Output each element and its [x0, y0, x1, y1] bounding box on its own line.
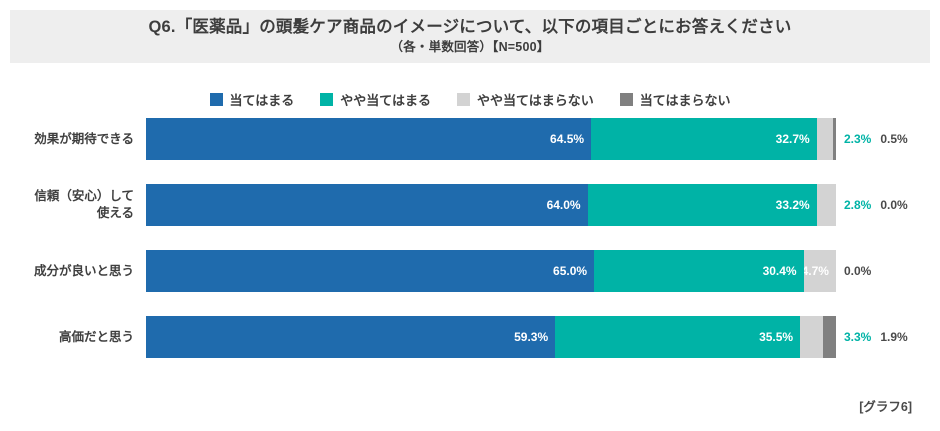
bar-segment-value: 59.3% [514, 330, 549, 344]
bar-segment: 64.5% [146, 118, 592, 160]
bar-segment [822, 316, 836, 358]
legend-label: 当てはまらない [639, 93, 731, 108]
legend-label: やや当てはまらない [477, 93, 594, 108]
bar-segment-value: 32.7% [775, 132, 810, 146]
page-subtitle: （各・単数回答）【N=500】 [390, 40, 550, 55]
bar-outside-value: 0.0% [880, 198, 908, 212]
bar-segment: 59.3% [146, 316, 556, 358]
legend-swatch-icon [320, 93, 334, 106]
bar-segment-value: 64.0% [546, 198, 581, 212]
outside-value-labels: 2.8% 0.0% [844, 184, 917, 226]
legend-item[interactable]: 当てはまる [209, 90, 295, 109]
bar-segment-value: 65.0% [553, 264, 588, 278]
stacked-bar: 65.0% 30.4% 4.7% [146, 250, 836, 292]
bar-row-label: 信頼（安心）して 使える [34, 189, 134, 220]
bar-row: 効果が期待できる 64.5% 32.7% 2.3% 0.5% [0, 118, 940, 160]
legend-item[interactable]: やや当てはまる [320, 90, 431, 109]
legend-swatch-icon [209, 93, 223, 106]
bar-segment [816, 184, 836, 226]
bar-segment: 65.0% [146, 250, 595, 292]
bar-segment: 30.4% [594, 250, 804, 292]
bar-row-label: 成分が良いと思う [33, 263, 134, 278]
bar-segment [800, 316, 823, 358]
bar-row-label: 高価だと思う [58, 329, 134, 344]
outside-value-labels: 2.3% 0.5% [844, 118, 917, 160]
chart-legend: 当てはまる やや当てはまる やや当てはまらない 当てはまらない [0, 90, 940, 109]
bar-outside-value: 1.9% [880, 330, 908, 344]
bar-segment: 33.2% [587, 184, 817, 226]
bar-segment-value: 64.5% [550, 132, 585, 146]
bar-row: 成分が良いと思う 65.0% 30.4% 4.7% 0.0% [0, 250, 940, 292]
outside-value-labels: 0.0% [844, 250, 880, 292]
bar-segment [832, 118, 836, 160]
bar-segment: 32.7% [591, 118, 817, 160]
bar-segment-value: 35.5% [759, 330, 794, 344]
legend-item[interactable]: 当てはまらない [619, 90, 731, 109]
bar-row: 高価だと思う 59.3% 35.5% 3.3% 1.9% [0, 316, 940, 358]
legend-label: 当てはまる [229, 93, 295, 108]
stacked-bar: 64.5% 32.7% [146, 118, 836, 160]
stacked-bar: 59.3% 35.5% [146, 316, 836, 358]
bar-outside-value: 0.5% [880, 132, 908, 146]
legend-swatch-icon [619, 93, 633, 106]
bar-outside-value: 0.0% [844, 264, 872, 278]
bar-row: 信頼（安心）して 使える 64.0% 33.2% 2.8% 0.0% [0, 184, 940, 226]
bar-outside-value: 2.8% [844, 198, 872, 212]
legend-label: やや当てはまる [340, 93, 431, 108]
outside-value-labels: 3.3% 1.9% [844, 316, 917, 358]
bar-segment [816, 118, 833, 160]
legend-item[interactable]: やや当てはまらない [457, 90, 594, 109]
bar-segment-value: 33.2% [775, 198, 810, 212]
legend-swatch-icon [457, 93, 470, 106]
chart-plot-area: 効果が期待できる 64.5% 32.7% 2.3% 0.5% 信頼（安心）して 使える 64… [0, 118, 940, 382]
bar-segment: 35.5% [555, 316, 801, 358]
figure-tag: [グラフ6] [859, 400, 912, 414]
bar-segment: 4.7% [803, 250, 836, 292]
bar-segment-value: 30.4% [762, 264, 797, 278]
bar-segment: 64.0% [146, 184, 588, 226]
chart-header: Q6.「医薬品」の頭髪ケア商品のイメージについて、以下の項目ごとにお答えください… [10, 10, 930, 63]
bar-segment-value: 4.7% [803, 264, 829, 278]
bar-row-label: 効果が期待できる [34, 131, 134, 146]
page-title: Q6.「医薬品」の頭髪ケア商品のイメージについて、以下の項目ごとにお答えください [148, 18, 792, 37]
stacked-bar: 64.0% 33.2% [146, 184, 836, 226]
bar-outside-value: 3.3% [844, 330, 872, 344]
bar-outside-value: 2.3% [844, 132, 872, 146]
